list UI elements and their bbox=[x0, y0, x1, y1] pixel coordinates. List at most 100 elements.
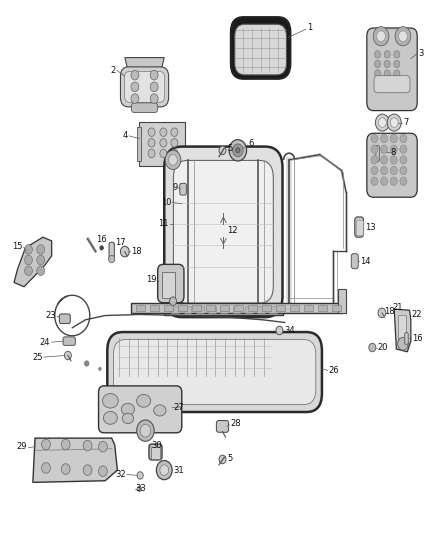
Circle shape bbox=[140, 424, 151, 437]
Circle shape bbox=[100, 246, 103, 250]
Bar bbox=[233, 306, 240, 312]
Circle shape bbox=[371, 156, 378, 164]
Circle shape bbox=[374, 51, 381, 58]
Circle shape bbox=[378, 118, 386, 127]
Circle shape bbox=[377, 31, 385, 42]
Text: 33: 33 bbox=[136, 484, 147, 493]
Text: 9: 9 bbox=[172, 183, 177, 192]
Ellipse shape bbox=[154, 405, 166, 416]
Bar bbox=[171, 306, 179, 312]
Circle shape bbox=[371, 134, 378, 143]
Bar bbox=[332, 305, 341, 311]
FancyBboxPatch shape bbox=[355, 217, 364, 237]
Text: 27: 27 bbox=[173, 403, 184, 412]
Circle shape bbox=[150, 70, 158, 80]
Bar bbox=[356, 220, 363, 235]
Text: 29: 29 bbox=[17, 442, 27, 451]
Circle shape bbox=[384, 79, 390, 87]
Bar bbox=[151, 447, 160, 459]
Circle shape bbox=[395, 27, 411, 46]
Circle shape bbox=[390, 177, 397, 185]
Text: 16: 16 bbox=[96, 236, 107, 244]
Circle shape bbox=[99, 466, 107, 477]
Circle shape bbox=[400, 177, 407, 185]
Circle shape bbox=[371, 177, 378, 185]
Circle shape bbox=[400, 134, 407, 143]
Text: 1: 1 bbox=[307, 23, 312, 32]
Circle shape bbox=[170, 297, 177, 305]
Circle shape bbox=[390, 156, 397, 164]
Bar bbox=[208, 306, 216, 312]
Text: 6: 6 bbox=[248, 140, 254, 148]
Circle shape bbox=[37, 255, 45, 265]
Circle shape bbox=[219, 455, 226, 464]
FancyBboxPatch shape bbox=[367, 28, 417, 111]
Bar bbox=[196, 306, 204, 312]
Text: 32: 32 bbox=[115, 470, 126, 479]
FancyBboxPatch shape bbox=[158, 264, 184, 303]
Circle shape bbox=[390, 134, 397, 143]
Text: 5: 5 bbox=[228, 454, 233, 463]
Circle shape bbox=[137, 420, 154, 441]
Text: 21: 21 bbox=[393, 303, 403, 312]
Circle shape bbox=[276, 326, 283, 335]
Circle shape bbox=[25, 255, 32, 265]
Ellipse shape bbox=[121, 403, 134, 415]
Circle shape bbox=[64, 351, 71, 360]
Bar bbox=[248, 305, 257, 311]
Circle shape bbox=[131, 82, 139, 92]
Circle shape bbox=[384, 60, 390, 68]
Circle shape bbox=[150, 94, 158, 103]
FancyBboxPatch shape bbox=[63, 337, 75, 345]
Polygon shape bbox=[33, 438, 117, 482]
Circle shape bbox=[83, 440, 92, 451]
Circle shape bbox=[390, 118, 398, 127]
FancyBboxPatch shape bbox=[173, 160, 273, 303]
Bar bbox=[304, 305, 313, 311]
Text: 31: 31 bbox=[173, 466, 184, 474]
Polygon shape bbox=[14, 237, 52, 287]
FancyBboxPatch shape bbox=[120, 67, 169, 107]
Text: 12: 12 bbox=[227, 227, 237, 235]
Circle shape bbox=[399, 31, 407, 42]
Bar bbox=[192, 305, 201, 311]
Circle shape bbox=[236, 148, 240, 153]
FancyBboxPatch shape bbox=[231, 17, 290, 78]
Circle shape bbox=[375, 114, 389, 131]
Circle shape bbox=[374, 79, 381, 87]
Bar bbox=[318, 305, 327, 311]
Circle shape bbox=[37, 266, 45, 276]
FancyBboxPatch shape bbox=[59, 314, 70, 324]
Circle shape bbox=[148, 139, 155, 147]
Text: 10: 10 bbox=[161, 198, 172, 207]
FancyBboxPatch shape bbox=[113, 340, 316, 405]
Circle shape bbox=[160, 139, 167, 147]
Circle shape bbox=[400, 166, 407, 175]
Circle shape bbox=[148, 149, 155, 158]
Text: 4: 4 bbox=[123, 132, 128, 140]
Circle shape bbox=[25, 266, 32, 276]
Circle shape bbox=[99, 367, 101, 370]
Bar bbox=[150, 305, 159, 311]
Circle shape bbox=[109, 255, 115, 263]
Bar bbox=[178, 305, 187, 311]
Circle shape bbox=[373, 27, 389, 46]
Text: 17: 17 bbox=[115, 238, 125, 247]
Circle shape bbox=[25, 245, 32, 254]
Circle shape bbox=[61, 464, 70, 474]
Text: 22: 22 bbox=[412, 310, 422, 319]
Text: 24: 24 bbox=[40, 338, 50, 346]
Circle shape bbox=[394, 79, 400, 87]
Circle shape bbox=[387, 114, 401, 131]
Text: 23: 23 bbox=[46, 311, 56, 320]
Text: 16: 16 bbox=[412, 334, 422, 343]
Text: 20: 20 bbox=[378, 343, 388, 352]
Bar bbox=[220, 305, 229, 311]
Bar bbox=[262, 305, 271, 311]
Bar bbox=[338, 289, 346, 313]
Bar bbox=[162, 272, 175, 298]
Bar bbox=[136, 305, 145, 311]
FancyBboxPatch shape bbox=[351, 254, 358, 269]
Circle shape bbox=[390, 145, 397, 154]
Circle shape bbox=[371, 166, 378, 175]
